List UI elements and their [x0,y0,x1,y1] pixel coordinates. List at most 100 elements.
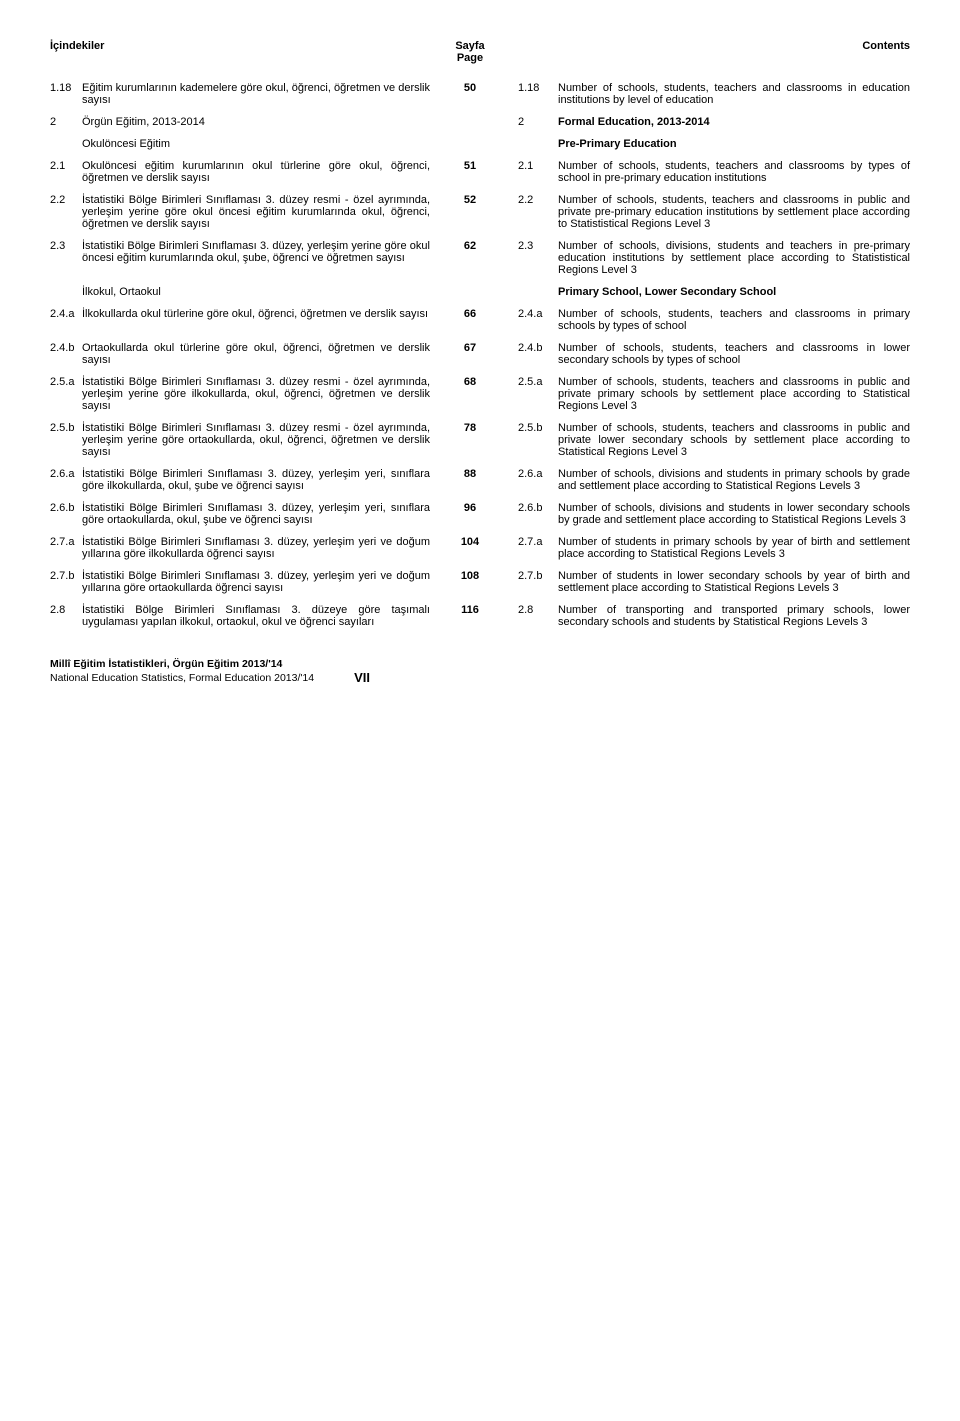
toc-page-number: 51 [430,160,510,184]
toc-number-left: 2.6.a [50,468,82,492]
toc-text-left: İstatistiki Bölge Birimleri Sınıflaması … [82,422,430,458]
toc-text-right: Pre-Primary Education [558,138,910,150]
toc-number-left: 2.8 [50,604,82,628]
toc-row: 2.5.aİstatistiki Bölge Birimleri Sınıfla… [50,376,910,412]
toc-text-right: Number of transporting and transported p… [558,604,910,628]
toc-text-right: Number of schools, students, teachers an… [558,160,910,184]
toc-row: 2.4.aİlkokullarda okul türlerine göre ok… [50,308,910,332]
toc-row: 2.8İstatistiki Bölge Birimleri Sınıflama… [50,604,910,628]
toc-text-right: Number of schools, students, teachers an… [558,376,910,412]
toc-number-right: 2.5.b [510,422,558,458]
toc-text-right: Number of schools, students, teachers an… [558,342,910,366]
toc-number-right [510,286,558,298]
toc-text-left: Okulöncesi eğitim kurumlarının okul türl… [82,160,430,184]
toc-number-left: 2 [50,116,82,128]
toc-number-left: 2.5.b [50,422,82,458]
toc-row: 1.18Eğitim kurumlarının kademelere göre … [50,82,910,106]
toc-text-left: İstatistiki Bölge Birimleri Sınıflaması … [82,502,430,526]
toc-number-right: 2.6.a [510,468,558,492]
footer-publication-title: Millî Eğitim İstatistikleri, Örgün Eğiti… [50,658,314,685]
toc-text-right: Number of schools, students, teachers an… [558,422,910,458]
toc-number-right: 2.4.a [510,308,558,332]
toc-number-left: 2.5.a [50,376,82,412]
toc-number-left: 2.4.b [50,342,82,366]
toc-page-number: 116 [430,604,510,628]
header-right-label: Contents [510,40,910,64]
toc-number-right: 2.6.b [510,502,558,526]
page-footer: Millî Eğitim İstatistikleri, Örgün Eğiti… [50,658,910,685]
toc-text-left: İstatistiki Bölge Birimleri Sınıflaması … [82,536,430,560]
toc-number-left: 1.18 [50,82,82,106]
toc-page-number [430,286,510,298]
toc-text-right: Formal Education, 2013-2014 [558,116,910,128]
toc-text-left: İstatistiki Bölge Birimleri Sınıflaması … [82,604,430,628]
toc-number-left: 2.2 [50,194,82,230]
toc-number-right: 2.1 [510,160,558,184]
toc-text-left: İstatistiki Bölge Birimleri Sınıflaması … [82,468,430,492]
toc-number-left: 2.3 [50,240,82,276]
toc-text-right: Number of schools, divisions and student… [558,468,910,492]
toc-row: 2.7.bİstatistiki Bölge Birimleri Sınıfla… [50,570,910,594]
toc-page-number: 108 [430,570,510,594]
toc-number-right: 2.7.a [510,536,558,560]
toc-text-right: Number of schools, students, teachers an… [558,308,910,332]
toc-number-left [50,138,82,150]
toc-page-number [430,138,510,150]
header-page-label: Sayfa Page [430,40,510,64]
toc-header: İçindekiler Sayfa Page Contents [50,40,910,64]
toc-row: 2.2İstatistiki Bölge Birimleri Sınıflama… [50,194,910,230]
toc-text-left: İstatistiki Bölge Birimleri Sınıflaması … [82,194,430,230]
toc-text-right: Number of schools, divisions and student… [558,502,910,526]
toc-rows: 1.18Eğitim kurumlarının kademelere göre … [50,82,910,628]
toc-row: 2.6.aİstatistiki Bölge Birimleri Sınıfla… [50,468,910,492]
toc-text-right: Number of students in primary schools by… [558,536,910,560]
toc-page-number [430,116,510,128]
toc-text-left: Eğitim kurumlarının kademelere göre okul… [82,82,430,106]
toc-text-left: Okulöncesi Eğitim [82,138,430,150]
toc-row: Okulöncesi Eğitim Pre-Primary Education [50,138,910,150]
toc-number-left: 2.6.b [50,502,82,526]
toc-number-right: 2.4.b [510,342,558,366]
toc-page-number: 68 [430,376,510,412]
toc-number-left: 2.1 [50,160,82,184]
toc-number-left: 2.7.a [50,536,82,560]
toc-text-left: İstatistiki Bölge Birimleri Sınıflaması … [82,570,430,594]
toc-number-right: 2.7.b [510,570,558,594]
toc-text-left: İlkokul, Ortaokul [82,286,430,298]
toc-page-number: 50 [430,82,510,106]
toc-row: 2.7.aİstatistiki Bölge Birimleri Sınıfla… [50,536,910,560]
toc-row: 2.4.bOrtaokullarda okul türlerine göre o… [50,342,910,366]
toc-page-number: 52 [430,194,510,230]
toc-page-number: 96 [430,502,510,526]
footer-page-number: VII [354,670,370,685]
toc-page-number: 66 [430,308,510,332]
toc-page-number: 62 [430,240,510,276]
toc-number-left [50,286,82,298]
toc-text-left: İstatistiki Bölge Birimleri Sınıflaması … [82,376,430,412]
toc-text-left: Örgün Eğitim, 2013-2014 [82,116,430,128]
toc-row: 2.5.bİstatistiki Bölge Birimleri Sınıfla… [50,422,910,458]
toc-number-right [510,138,558,150]
toc-text-left: İstatistiki Bölge Birimleri Sınıflaması … [82,240,430,276]
toc-page-number: 67 [430,342,510,366]
toc-row: 2Örgün Eğitim, 2013-20142Formal Educatio… [50,116,910,128]
toc-text-left: Ortaokullarda okul türlerine göre okul, … [82,342,430,366]
toc-text-left: İlkokullarda okul türlerine göre okul, ö… [82,308,430,332]
toc-number-right: 2.3 [510,240,558,276]
toc-text-right: Primary School, Lower Secondary School [558,286,910,298]
toc-text-right: Number of schools, students, teachers an… [558,194,910,230]
toc-number-left: 2.4.a [50,308,82,332]
toc-number-right: 2.8 [510,604,558,628]
toc-number-right: 2.2 [510,194,558,230]
toc-number-right: 2 [510,116,558,128]
toc-number-right: 1.18 [510,82,558,106]
toc-page-number: 88 [430,468,510,492]
toc-page-number: 78 [430,422,510,458]
toc-number-right: 2.5.a [510,376,558,412]
toc-text-right: Number of students in lower secondary sc… [558,570,910,594]
toc-page-number: 104 [430,536,510,560]
toc-row: 2.6.bİstatistiki Bölge Birimleri Sınıfla… [50,502,910,526]
toc-text-right: Number of schools, students, teachers an… [558,82,910,106]
toc-row: İlkokul, Ortaokul Primary School, Lower S… [50,286,910,298]
toc-number-left: 2.7.b [50,570,82,594]
